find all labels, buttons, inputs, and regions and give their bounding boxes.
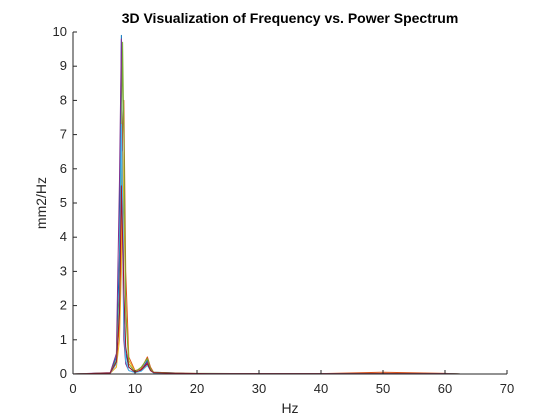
- y-tick-label: 9: [60, 58, 67, 73]
- y-tick-label: 8: [60, 92, 67, 107]
- chart-title: 3D Visualization of Frequency vs. Power …: [122, 10, 459, 26]
- x-tick-label: 40: [314, 381, 328, 396]
- y-tick-label: 10: [53, 24, 67, 39]
- x-tick-label: 20: [190, 381, 204, 396]
- y-tick-label: 4: [60, 229, 67, 244]
- x-tick-label: 0: [69, 381, 76, 396]
- y-axis-label: mm2/Hz: [33, 177, 49, 229]
- y-tick-label: 5: [60, 195, 67, 210]
- y-tick-label: 3: [60, 263, 67, 278]
- x-ticks: 0 10 20 30 40 50 60 70: [69, 370, 514, 396]
- x-tick-label: 70: [500, 381, 514, 396]
- y-tick-label: 7: [60, 127, 67, 142]
- x-tick-label: 30: [252, 381, 266, 396]
- y-ticks: 0 1 2 3 4 5 6 7 8 9 10: [53, 24, 77, 381]
- x-tick-label: 50: [376, 381, 390, 396]
- x-tick-label: 10: [128, 381, 142, 396]
- x-tick-label: 60: [438, 381, 452, 396]
- y-tick-label: 2: [60, 298, 67, 313]
- y-tick-label: 1: [60, 332, 67, 347]
- x-axis-label: Hz: [281, 400, 298, 416]
- y-tick-label: 6: [60, 161, 67, 176]
- plot-area: 0 10 20 30 40 50 60 70 0 1 2 3 4 5 6 7 8 9 10: [53, 24, 515, 396]
- y-tick-label: 0: [60, 366, 67, 381]
